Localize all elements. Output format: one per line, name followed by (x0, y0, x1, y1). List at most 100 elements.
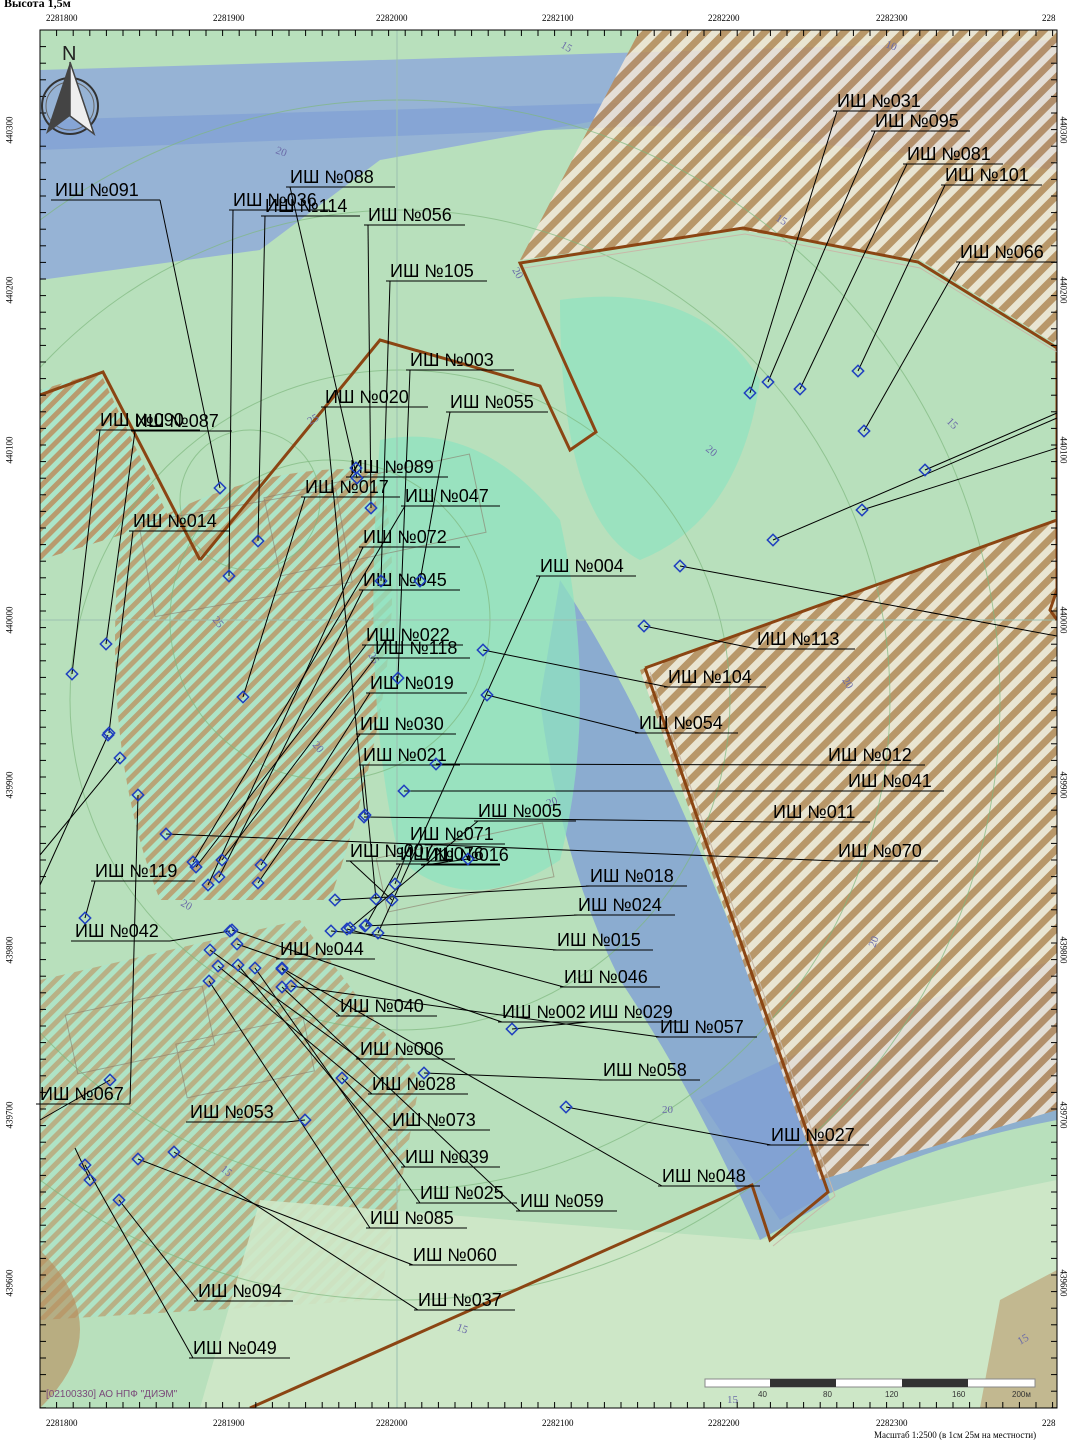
well-marker-icon[interactable] (397, 784, 411, 798)
scale-text: Масштаб 1:2500 (в 1см 25м на местности) (874, 1430, 1037, 1440)
scale-bar (704, 1378, 1036, 1388)
leader-line (380, 280, 391, 582)
well-label: ИШ №029 (589, 1002, 673, 1022)
well-marker-icon[interactable] (766, 533, 780, 547)
well-label: ИШ №054 (639, 713, 723, 733)
well-marker-icon[interactable] (505, 1022, 519, 1036)
well-marker-icon[interactable] (857, 424, 871, 438)
well-marker-icon[interactable] (793, 382, 807, 396)
well-marker-icon[interactable] (559, 1100, 573, 1114)
well-marker-icon[interactable] (159, 827, 173, 841)
well-marker-icon[interactable] (349, 461, 363, 475)
coordinate-label: 440000 (1058, 606, 1069, 634)
coordinate-label: 2282100 (542, 13, 574, 23)
well-marker-icon[interactable] (340, 922, 354, 936)
well-marker-icon[interactable] (298, 1113, 312, 1127)
well-label: ИШ №060 (413, 1245, 497, 1265)
well-marker-icon[interactable] (212, 870, 226, 884)
well-marker-icon[interactable] (328, 893, 342, 907)
well-label: ИШ №045 (363, 570, 447, 590)
coordinate-label: 439800 (4, 936, 15, 964)
well-marker-icon[interactable] (131, 1152, 145, 1166)
well-marker-icon[interactable] (167, 1145, 181, 1159)
well-marker-icon[interactable] (637, 619, 651, 633)
well-marker-icon[interactable] (78, 911, 92, 925)
well-marker-icon[interactable] (83, 1173, 97, 1187)
well-marker-icon[interactable] (369, 892, 383, 906)
well-marker-icon[interactable] (350, 471, 364, 485)
well-marker-icon[interactable] (461, 852, 475, 866)
well-marker-icon[interactable] (248, 961, 262, 975)
well-marker-icon[interactable] (78, 1158, 92, 1172)
well-marker-icon[interactable] (476, 643, 490, 657)
well-marker-icon[interactable] (364, 501, 378, 515)
well-markers[interactable] (65, 364, 932, 1207)
well-marker-icon[interactable] (374, 574, 388, 588)
well-marker-icon[interactable] (851, 364, 865, 378)
well-marker-icon[interactable] (388, 877, 402, 891)
leader-line (39, 757, 121, 856)
well-marker-icon[interactable] (203, 943, 217, 957)
well-marker-icon[interactable] (201, 878, 215, 892)
well-marker-icon[interactable] (101, 728, 115, 742)
svg-text:20: 20 (274, 145, 289, 160)
well-marker-icon[interactable] (202, 974, 216, 988)
well-marker-icon[interactable] (480, 688, 494, 702)
contour-label: 15 (727, 1394, 739, 1406)
well-marker-icon[interactable] (231, 958, 245, 972)
well-marker-icon[interactable] (413, 574, 427, 588)
well-marker-icon[interactable] (358, 919, 372, 933)
well-marker-icon[interactable] (65, 667, 79, 681)
leader-line (349, 467, 357, 478)
well-marker-icon[interactable] (254, 858, 268, 872)
well-label: ИШ №081 (907, 144, 991, 164)
coordinate-label: 440100 (4, 436, 15, 464)
well-marker-icon[interactable] (335, 1071, 349, 1085)
well-marker-icon[interactable] (429, 757, 443, 771)
well-marker-icon[interactable] (417, 1066, 431, 1080)
well-marker-icon[interactable] (324, 924, 338, 938)
well-marker-icon[interactable] (391, 671, 405, 685)
svg-text:20: 20 (662, 1104, 674, 1116)
well-marker-icon[interactable] (275, 961, 289, 975)
scale-tick: 200м (1012, 1390, 1031, 1399)
well-marker-icon[interactable] (673, 559, 687, 573)
well-marker-icon[interactable] (222, 569, 236, 583)
well-marker-icon[interactable] (213, 481, 227, 495)
leader-line (221, 657, 376, 861)
leader-line (482, 649, 669, 688)
leader-line (237, 964, 406, 1168)
well-marker-icon[interactable] (251, 876, 265, 890)
coordinate-label: 439600 (4, 1269, 15, 1297)
well-marker-icon[interactable] (211, 959, 225, 973)
well-marker-icon[interactable] (186, 855, 200, 869)
well-marker-icon[interactable] (225, 923, 239, 937)
well-marker-icon[interactable] (357, 810, 371, 824)
leader-line (363, 816, 774, 823)
well-marker-icon[interactable] (918, 463, 932, 477)
well-marker-icon[interactable] (284, 979, 298, 993)
leader-line (281, 968, 341, 1017)
well-marker-icon[interactable] (215, 853, 229, 867)
well-marker-icon[interactable] (113, 751, 127, 765)
well-marker-icon[interactable] (371, 926, 385, 940)
coordinate-label: 439700 (1058, 1101, 1069, 1129)
well-marker-icon[interactable] (275, 980, 289, 994)
well-marker-icon[interactable] (251, 534, 265, 548)
well-marker-icon[interactable] (99, 637, 113, 651)
well-marker-icon[interactable] (855, 503, 869, 517)
well-marker-icon[interactable] (385, 893, 399, 907)
leader-line (118, 1199, 199, 1302)
well-marker-icon[interactable] (230, 937, 244, 951)
well-label: ИШ №039 (405, 1147, 489, 1167)
well-marker-icon[interactable] (343, 921, 357, 935)
well-marker-icon[interactable] (189, 860, 203, 874)
well-marker-icon[interactable] (131, 788, 145, 802)
well-marker-icon[interactable] (761, 375, 775, 389)
well-marker-icon[interactable] (112, 1193, 126, 1207)
well-marker-icon[interactable] (103, 1073, 117, 1087)
well-marker-icon[interactable] (236, 690, 250, 704)
coordinate-label: 439900 (4, 771, 15, 799)
well-marker-icon[interactable] (743, 386, 757, 400)
